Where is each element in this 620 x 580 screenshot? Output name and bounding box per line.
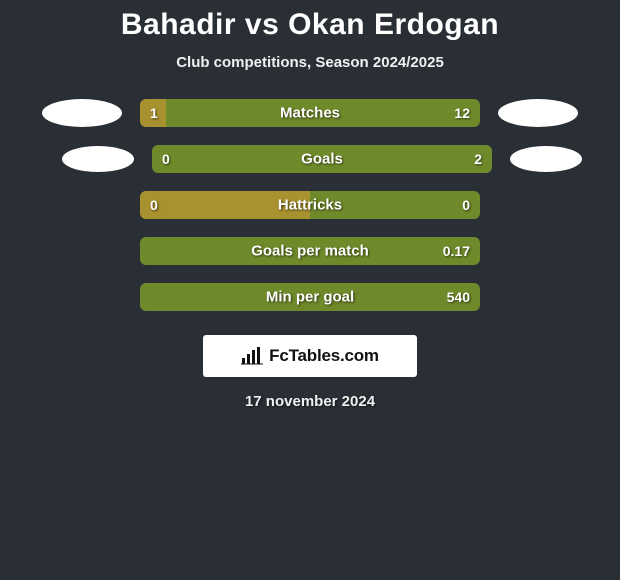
- stat-row: Min per goal 540: [0, 283, 620, 311]
- brand-text: FcTables.com: [269, 346, 379, 366]
- player-right-avatar: [510, 146, 582, 172]
- stat-bar: Min per goal 540: [140, 283, 480, 311]
- stat-row: Goals per match 0.17: [0, 237, 620, 265]
- stat-label: Matches: [280, 105, 340, 122]
- page-title: Bahadir vs Okan Erdogan: [0, 8, 620, 42]
- bar-chart-icon: [241, 347, 263, 365]
- value-left: 1: [150, 105, 158, 121]
- stat-label: Goals per match: [251, 243, 369, 260]
- stat-label: Hattricks: [278, 197, 342, 214]
- player-right-avatar: [498, 99, 578, 127]
- stat-bar: 0 Hattricks 0: [140, 191, 480, 219]
- value-right: 12: [454, 105, 470, 121]
- stat-bar: 1 Matches 12: [140, 99, 480, 127]
- value-right: 0: [462, 197, 470, 213]
- stat-label: Goals: [301, 151, 343, 168]
- value-right: 0.17: [443, 243, 470, 259]
- subtitle: Club competitions, Season 2024/2025: [0, 54, 620, 71]
- avatar-spacer: [42, 237, 122, 265]
- comparison-widget: Bahadir vs Okan Erdogan Club competition…: [0, 0, 620, 410]
- stat-bar: 0 Goals 2: [152, 145, 492, 173]
- avatar-spacer: [498, 237, 578, 265]
- stat-row: 0 Hattricks 0: [0, 191, 620, 219]
- player-left-avatar: [62, 146, 134, 172]
- avatar-spacer: [42, 283, 122, 311]
- player-left-avatar: [42, 99, 122, 127]
- value-right: 2: [474, 151, 482, 167]
- avatar-spacer: [498, 191, 578, 219]
- stat-bar: Goals per match 0.17: [140, 237, 480, 265]
- stat-row: 1 Matches 12: [0, 99, 620, 127]
- avatar-spacer: [42, 191, 122, 219]
- date-label: 17 november 2024: [0, 393, 620, 410]
- avatar-spacer: [498, 283, 578, 311]
- value-left: 0: [162, 151, 170, 167]
- value-right: 540: [447, 289, 470, 305]
- brand-logo: FcTables.com: [203, 335, 417, 377]
- value-left: 0: [150, 197, 158, 213]
- stat-row: 0 Goals 2: [0, 145, 620, 173]
- stat-label: Min per goal: [266, 289, 354, 306]
